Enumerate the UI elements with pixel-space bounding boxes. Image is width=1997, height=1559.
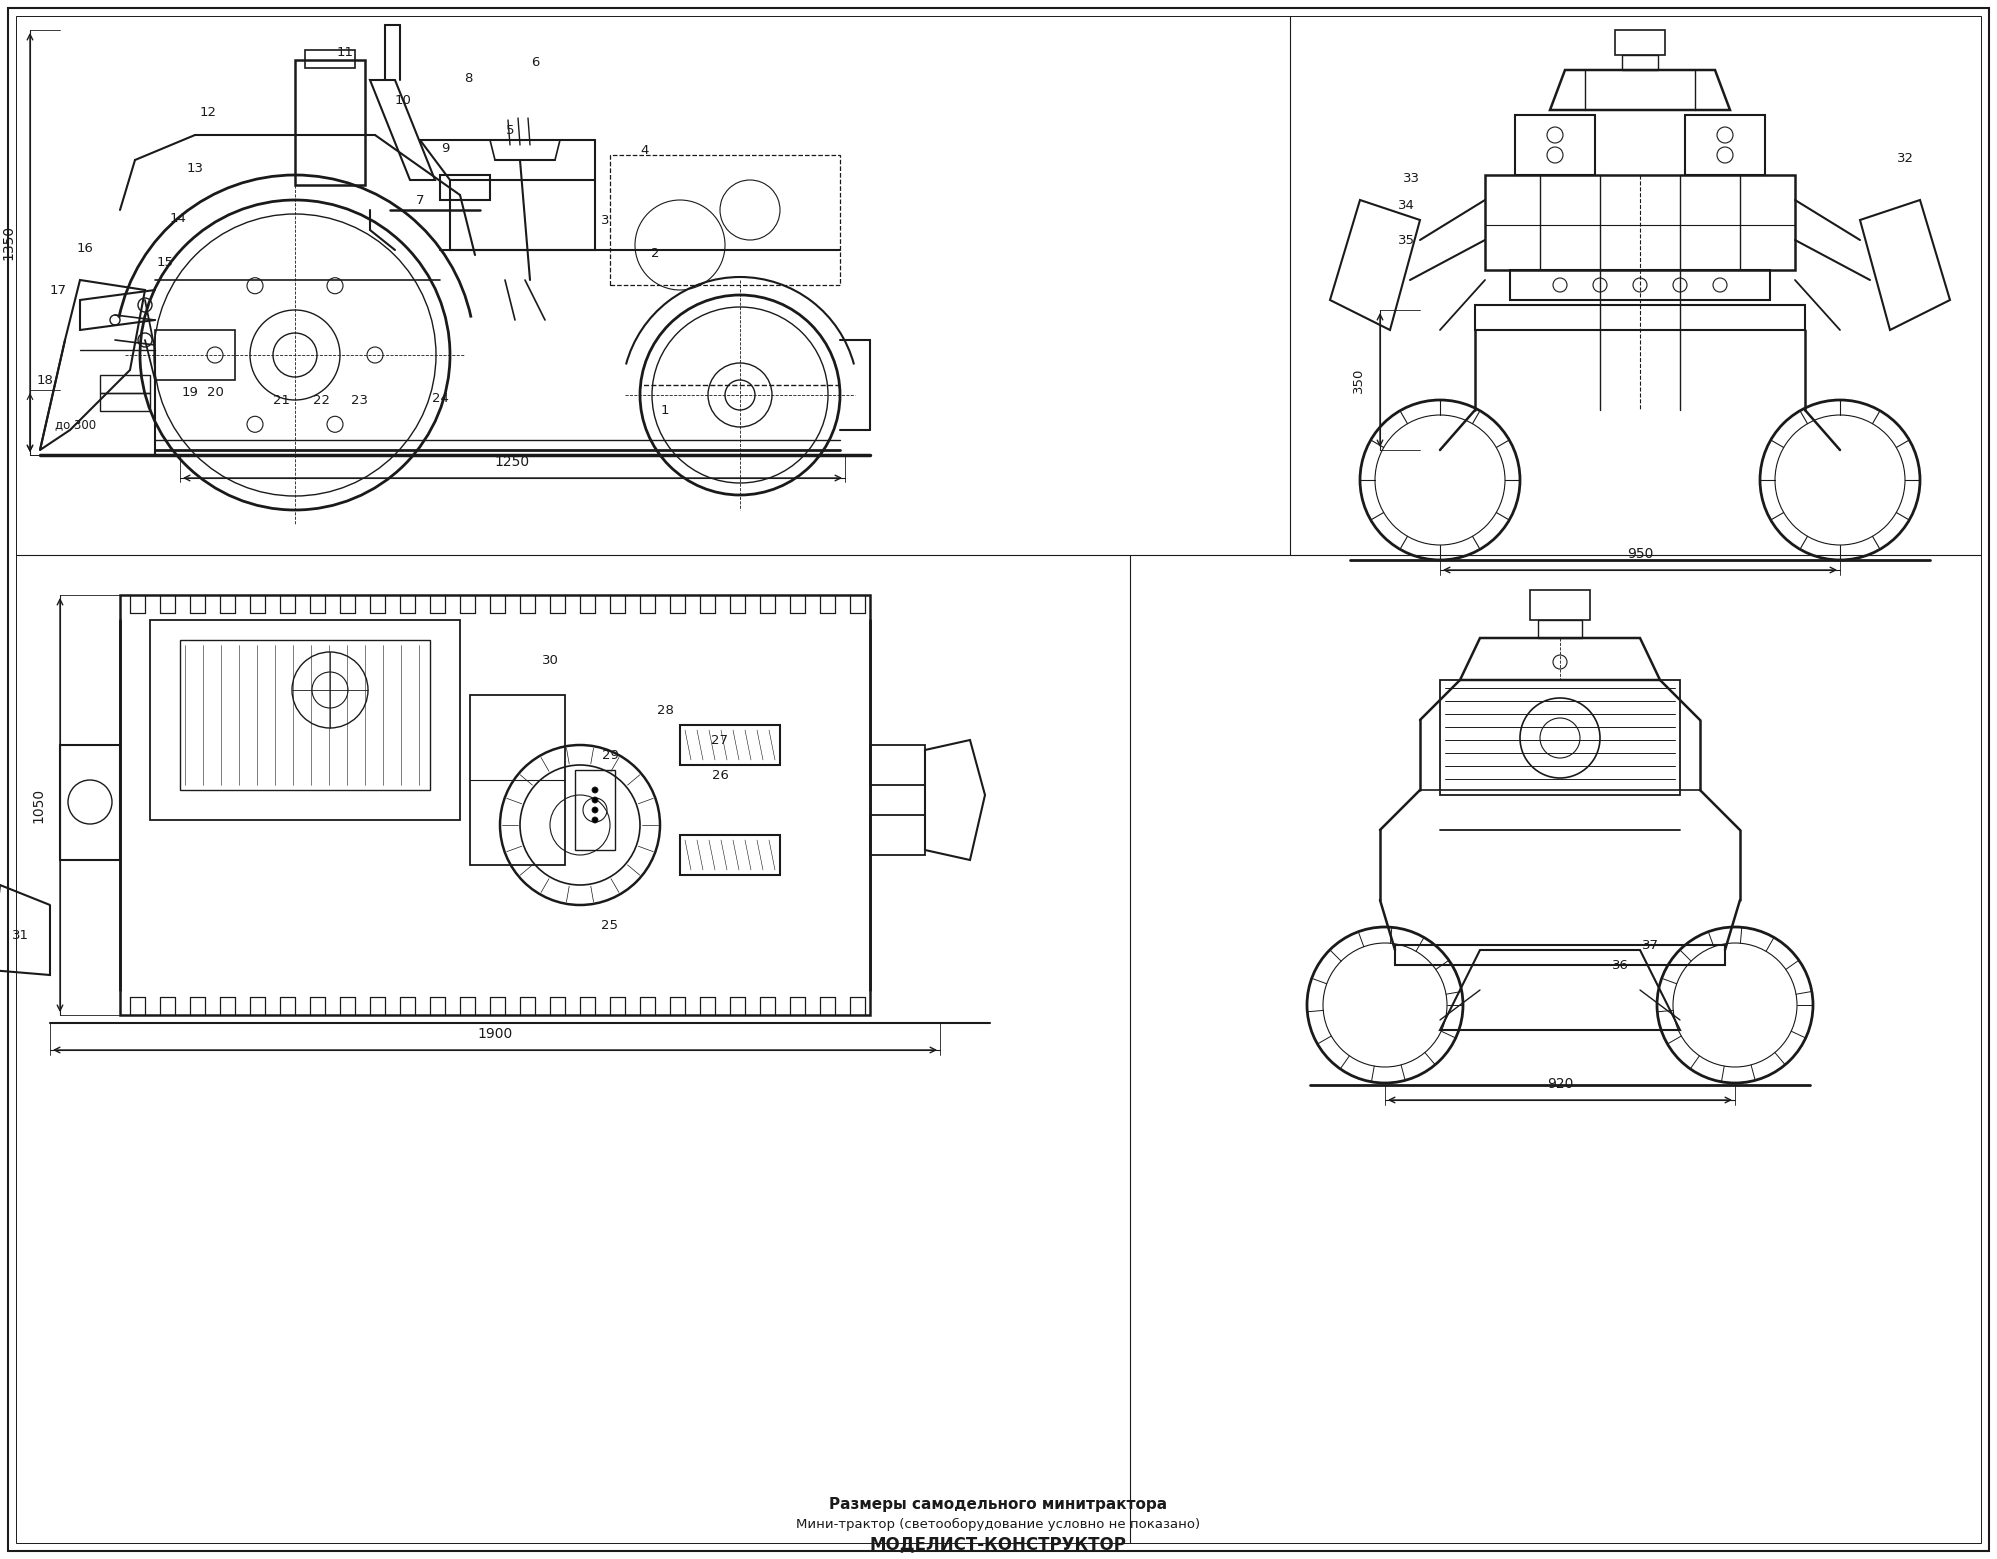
Bar — [1476, 306, 1805, 331]
Text: 17: 17 — [50, 284, 66, 296]
Text: Мини-трактор (светооборудование условно не показано): Мини-трактор (светооборудование условно … — [797, 1517, 1200, 1531]
Bar — [1622, 55, 1658, 70]
Text: 920: 920 — [1548, 1077, 1574, 1091]
Text: 1900: 1900 — [477, 1027, 513, 1041]
Text: 5: 5 — [505, 123, 515, 137]
Text: 9: 9 — [441, 142, 449, 154]
Text: 22: 22 — [314, 393, 330, 407]
Bar — [150, 620, 459, 820]
Text: 12: 12 — [200, 106, 216, 118]
Text: 15: 15 — [156, 256, 174, 268]
Circle shape — [591, 817, 597, 823]
Bar — [100, 393, 150, 412]
Bar — [1538, 620, 1582, 638]
Bar — [681, 725, 781, 765]
Text: 24: 24 — [431, 391, 449, 404]
Circle shape — [591, 797, 597, 803]
Text: 950: 950 — [1628, 547, 1654, 561]
Text: 1250: 1250 — [495, 455, 529, 469]
Text: 32: 32 — [1897, 151, 1913, 165]
Text: 10: 10 — [395, 94, 411, 106]
Bar — [871, 815, 925, 854]
Circle shape — [591, 808, 597, 812]
Bar — [156, 331, 236, 380]
Bar — [100, 376, 150, 393]
Text: МОДЕЛИСТ-КОНСТРУКТОР: МОДЕЛИСТ-КОНСТРУКТОР — [869, 1536, 1126, 1553]
Text: 2: 2 — [651, 246, 659, 259]
Bar — [1616, 30, 1665, 55]
Bar — [306, 50, 355, 69]
Circle shape — [591, 787, 597, 794]
Text: 1050: 1050 — [32, 787, 46, 823]
Text: 350: 350 — [1352, 368, 1364, 393]
Text: 33: 33 — [1404, 171, 1420, 184]
Bar — [60, 745, 120, 861]
Bar — [1440, 680, 1679, 795]
Text: 3: 3 — [601, 214, 609, 226]
Text: 27: 27 — [711, 733, 729, 747]
Bar — [609, 154, 841, 285]
Text: 6: 6 — [531, 56, 539, 69]
Text: 18: 18 — [36, 374, 54, 387]
Text: 16: 16 — [76, 242, 94, 254]
Text: 19: 19 — [182, 385, 198, 399]
Bar — [575, 770, 615, 850]
Bar — [1530, 589, 1590, 620]
Bar — [180, 641, 429, 790]
Text: 20: 20 — [206, 385, 224, 399]
Text: 25: 25 — [601, 918, 619, 931]
Text: 13: 13 — [186, 162, 204, 175]
Bar — [1396, 945, 1725, 965]
Bar — [1510, 270, 1769, 299]
Text: 28: 28 — [657, 703, 673, 717]
Text: до 300: до 300 — [56, 418, 96, 432]
Text: 35: 35 — [1398, 234, 1416, 246]
Bar — [1685, 115, 1765, 175]
Bar — [469, 695, 565, 865]
Text: 14: 14 — [170, 212, 186, 224]
Bar — [681, 836, 781, 875]
Text: 1: 1 — [661, 404, 669, 416]
Text: Размеры самодельного минитрактора: Размеры самодельного минитрактора — [829, 1497, 1166, 1512]
Text: 23: 23 — [351, 393, 369, 407]
Text: 7: 7 — [415, 193, 423, 206]
Bar — [296, 59, 365, 186]
Text: 37: 37 — [1642, 939, 1658, 951]
Text: 1350: 1350 — [2, 224, 16, 260]
Text: 30: 30 — [541, 653, 559, 667]
Text: 8: 8 — [463, 72, 471, 84]
Bar — [1486, 175, 1795, 270]
Text: 31: 31 — [12, 929, 28, 942]
Text: 34: 34 — [1398, 198, 1416, 212]
Text: 4: 4 — [641, 143, 649, 156]
Bar — [1516, 115, 1596, 175]
Text: 26: 26 — [711, 769, 729, 781]
Text: 36: 36 — [1612, 959, 1628, 971]
Text: 11: 11 — [337, 45, 353, 59]
Bar — [871, 745, 925, 786]
Text: 21: 21 — [274, 393, 290, 407]
Text: 29: 29 — [601, 748, 619, 761]
